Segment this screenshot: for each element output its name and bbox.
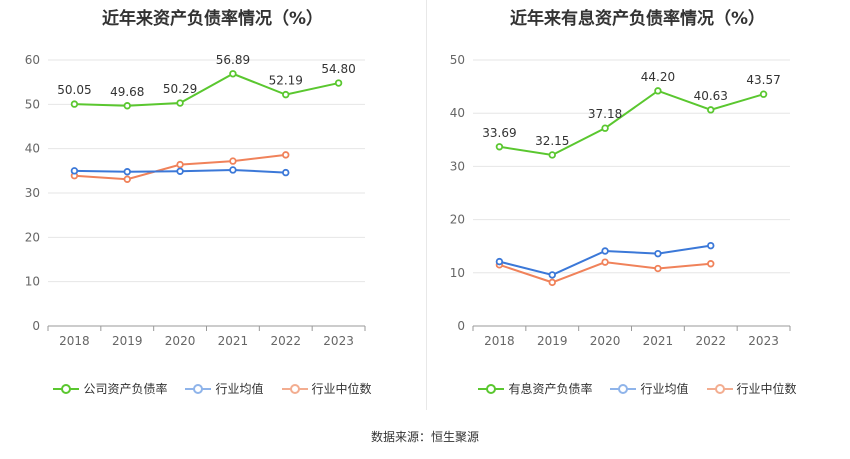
y-tick-label: 0 [32,319,40,333]
data-point [176,167,184,175]
legend-item-company[interactable]: 公司资产负债率 [53,380,167,397]
chart-title: 近年来有息资产负债率情况（%） [509,9,766,29]
data-point [654,87,662,95]
data-point [123,168,131,176]
data-point [548,271,556,279]
x-tick-label: 2023 [748,334,779,348]
legend-item-industry-mean[interactable]: 行业均值 [610,380,689,397]
chart-panel-interest-bearing: 近年来有息资产负债率情况（%） 0 10 20 30 40 50 2018 2019 2020 2… [425,0,850,420]
data-label: 54.80 [321,62,355,76]
y-tick-label: 30 [25,186,40,200]
data-label: 50.29 [163,82,197,96]
data-point [282,151,290,159]
legend: 有息资产负债率 行业均值 行业中位数 [425,380,850,397]
data-point [548,151,556,159]
line-chart-interest-bearing: 0 10 20 30 40 50 2018 2019 2020 2021 2022 2023 33.69… [450,53,791,348]
data-point [495,257,504,266]
legend-item-interest-bearing[interactable]: 有息资产负债率 [478,380,592,397]
data-label: 50.05 [57,83,91,97]
data-point [70,167,79,175]
legend-label: 公司资产负债率 [83,382,168,396]
x-tick-label: 2020 [590,334,621,348]
data-label: 33.69 [482,126,516,140]
legend-label: 有息资产负债率 [508,382,593,396]
x-tick-label: 2018 [484,334,515,348]
data-point [229,70,237,78]
data-point [495,143,504,151]
y-tick-label: 30 [450,159,465,173]
data-point [229,157,237,165]
legend-label: 行业均值 [640,382,689,396]
x-tick-label: 2018 [59,334,90,348]
chart-title: 近年来资产负债率情况（%） [101,9,324,29]
data-point [229,166,237,174]
legend: 公司资产负债率 行业均值 行业中位数 [0,380,425,397]
data-point [334,79,343,87]
line-chart-asset-liability: 0 10 20 30 40 50 60 2018 2019 2020 2021 2022 2023 50.… [25,53,366,348]
data-point [548,278,556,287]
data-point [601,258,609,266]
x-tick-label: 2021 [643,334,674,348]
data-point [707,260,715,268]
legend-line-icon [610,383,637,394]
data-point [176,99,184,107]
legend-label: 行业中位数 [736,382,797,396]
legend-label: 行业中位数 [311,382,372,396]
data-point [123,102,131,110]
y-tick-label: 60 [25,53,40,67]
data-label: 43.57 [746,73,780,87]
y-tick-label: 20 [25,230,40,244]
series-line [74,72,339,107]
legend-line-icon [706,383,733,394]
y-tick-label: 10 [25,275,40,289]
data-label: 49.68 [110,85,144,99]
y-tick-label: 40 [450,106,465,120]
data-label: 37.18 [588,107,622,121]
x-tick-label: 2021 [218,334,249,348]
y-tick-label: 50 [450,53,465,67]
data-label: 40.63 [694,89,728,103]
y-tick-label: 0 [457,319,465,333]
legend-label: 行业均值 [215,382,264,396]
data-point [707,106,715,114]
data-point [759,90,768,98]
data-point [601,124,609,132]
x-tick-label: 2019 [112,334,143,348]
panel-divider [426,0,427,410]
data-label: 52.19 [269,74,303,88]
data-point [601,247,609,255]
legend-line-icon [53,383,80,394]
data-point [176,160,184,169]
data-point [282,168,290,177]
x-tick-label: 2020 [165,334,196,348]
y-tick-label: 50 [25,97,40,111]
y-tick-label: 40 [25,142,40,156]
data-point [707,241,715,250]
data-point [654,249,662,258]
series-line [499,89,764,156]
data-label: 56.89 [216,53,250,67]
data-point [654,264,662,273]
data-label: 32.15 [535,134,569,148]
x-tick-label: 2022 [695,334,726,348]
data-label: 44.20 [641,70,675,84]
data-point [123,175,131,183]
legend-line-icon [281,383,308,394]
y-tick-label: 20 [450,213,465,227]
legend-line-icon [185,383,212,394]
x-tick-label: 2023 [323,334,354,348]
x-tick-label: 2022 [270,334,301,348]
legend-item-industry-median[interactable]: 行业中位数 [281,380,372,397]
y-tick-label: 10 [450,266,465,280]
data-point [70,100,79,108]
chart-panel-asset-liability: 近年来资产负债率情况（%） 0 10 20 30 40 50 60 2018 2019 2020 2… [0,0,425,420]
legend-item-industry-mean[interactable]: 行业均值 [185,380,264,397]
legend-item-industry-median[interactable]: 行业中位数 [706,380,797,397]
x-tick-label: 2019 [537,334,568,348]
legend-line-icon [478,383,505,394]
data-point [282,90,290,99]
data-source-note: 数据来源：恒生聚源 [370,430,479,444]
